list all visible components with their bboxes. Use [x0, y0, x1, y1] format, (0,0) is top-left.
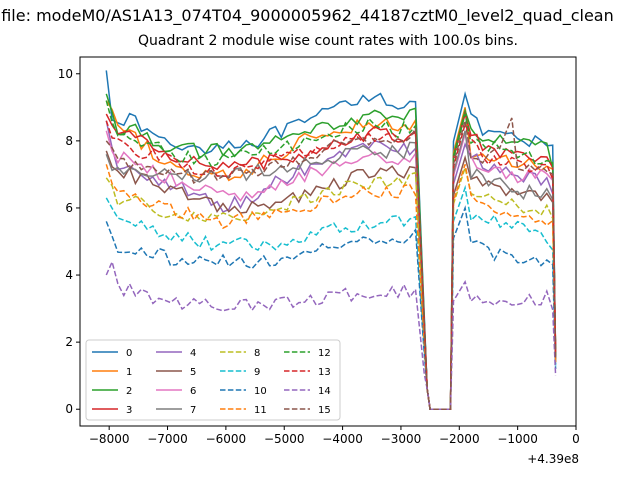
x-tick-label: −2000 — [439, 432, 480, 446]
series-line-12 — [105, 100, 557, 410]
series-line-6 — [105, 130, 557, 410]
series-line-15 — [105, 117, 557, 410]
legend-label-10: 10 — [254, 386, 267, 397]
figure-suptitle: n file: modeM0/AS1A13_074T04_9000005962_… — [0, 6, 614, 25]
legend-label-9: 9 — [254, 367, 260, 378]
x-tick-label: −7000 — [147, 432, 188, 446]
series-line-14 — [105, 259, 557, 410]
y-tick-label: 0 — [65, 402, 73, 416]
legend-label-4: 4 — [190, 348, 196, 359]
legend-label-7: 7 — [190, 405, 196, 416]
legend-label-1: 1 — [126, 367, 132, 378]
legend-label-14: 14 — [318, 386, 331, 397]
x-tick-label: −4000 — [322, 432, 363, 446]
legend-label-6: 6 — [190, 386, 196, 397]
series-layer — [105, 70, 557, 410]
tick-layer: −8000 −7000 −6000 −5000 −4000 −3000 −2000 −1000… — [58, 67, 580, 446]
legend-label-13: 13 — [318, 367, 331, 378]
legend-label-2: 2 — [126, 386, 132, 397]
x-tick-label: 0 — [572, 432, 580, 446]
x-offset-text: +4.39e8 — [527, 452, 579, 466]
legend-label-11: 11 — [254, 405, 267, 416]
series-line-0 — [105, 70, 557, 410]
x-tick-label: −5000 — [264, 432, 305, 446]
legend-box — [85, 339, 341, 421]
chart-title: Quadrant 2 module wise count rates with … — [138, 33, 518, 49]
legend-label-15: 15 — [318, 405, 331, 416]
y-tick-label: 10 — [58, 67, 73, 81]
x-tick-label: −8000 — [89, 432, 130, 446]
x-tick-label: −3000 — [381, 432, 422, 446]
series-line-11 — [105, 164, 557, 410]
y-tick-label: 2 — [65, 335, 73, 349]
y-tick-label: 4 — [65, 268, 73, 282]
y-tick-label: 6 — [65, 201, 73, 215]
series-line-5 — [105, 150, 557, 410]
legend-label-12: 12 — [318, 348, 331, 359]
x-tick-label: −1000 — [497, 432, 538, 446]
legend-label-3: 3 — [126, 405, 132, 416]
series-line-9 — [105, 184, 557, 410]
axes-frame — [79, 56, 577, 427]
series-line-8 — [105, 164, 557, 410]
legend-label-0: 0 — [126, 348, 132, 359]
y-tick-label: 8 — [65, 134, 73, 148]
legend-label-5: 5 — [190, 367, 196, 378]
legend-label-8: 8 — [254, 348, 260, 359]
x-tick-label: −6000 — [206, 432, 247, 446]
series-line-2 — [105, 93, 557, 410]
series-line-7 — [105, 130, 557, 410]
